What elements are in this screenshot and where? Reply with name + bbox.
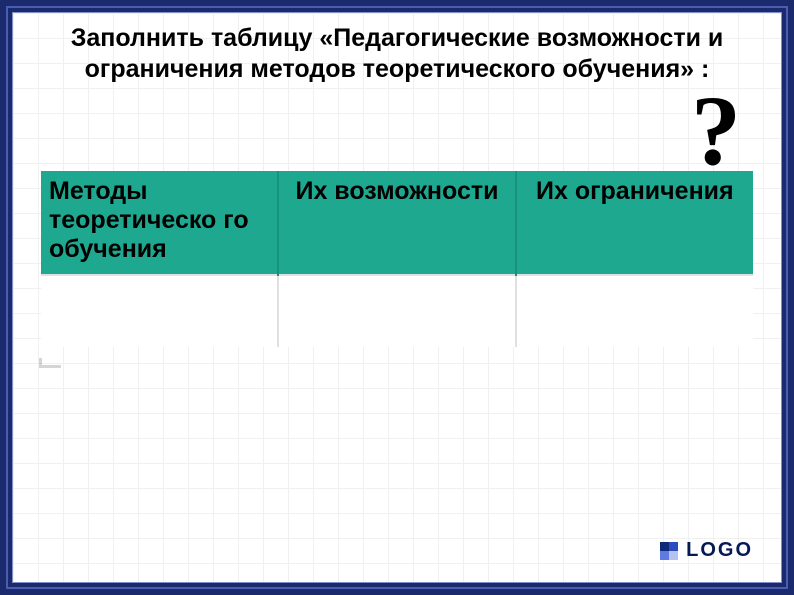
logo-text: LOGO — [686, 539, 753, 562]
slide-title: Заполнить таблицу «Педагогические возмож… — [31, 23, 763, 86]
decorative-mark — [39, 358, 61, 368]
table-header-col3: Их ограничения — [516, 171, 753, 275]
slide-outer-frame: Заполнить таблицу «Педагогические возмож… — [0, 0, 794, 595]
table-header-col2: Их возможности — [278, 171, 515, 275]
table-cell — [41, 275, 278, 347]
logo: LOGO — [660, 539, 753, 562]
table-cell — [278, 275, 515, 347]
table-header-col1: Методы теоретическо го обучения — [41, 171, 278, 275]
table-row — [41, 275, 753, 347]
slide-content: Заполнить таблицу «Педагогические возмож… — [13, 13, 781, 582]
slide-inner-frame-2: Заполнить таблицу «Педагогические возмож… — [12, 12, 782, 583]
slide-inner-frame-1: Заполнить таблицу «Педагогические возмож… — [6, 6, 788, 589]
table-cell — [516, 275, 753, 347]
logo-square-icon — [660, 542, 678, 560]
question-mark-icon: ? — [691, 81, 741, 181]
table-header-row: Методы теоретическо го обучения Их возмо… — [41, 171, 753, 275]
main-table: Методы теоретическо го обучения Их возмо… — [41, 171, 753, 347]
